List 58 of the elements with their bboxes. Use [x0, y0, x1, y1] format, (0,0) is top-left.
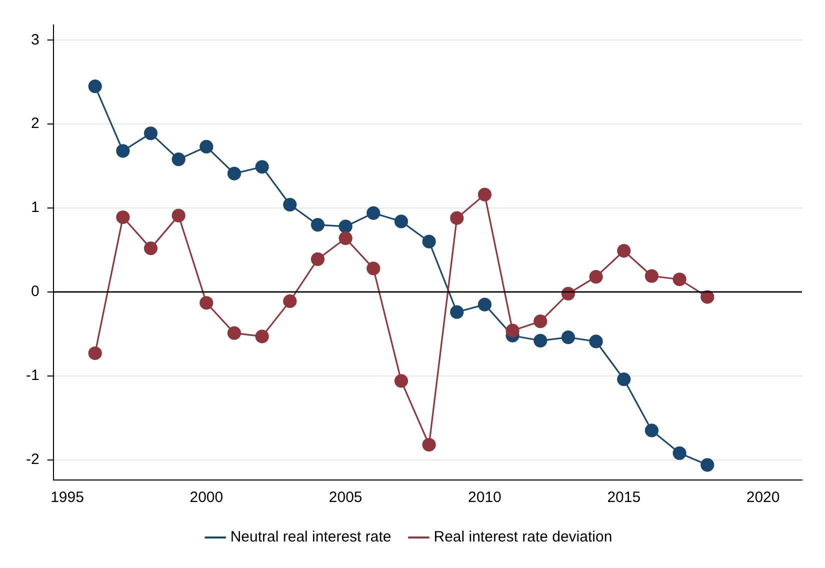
point	[422, 234, 436, 248]
x-tick-label: 2005	[328, 489, 362, 506]
point	[534, 314, 548, 328]
point	[310, 252, 325, 266]
point	[394, 214, 408, 228]
point	[617, 372, 631, 386]
point	[478, 188, 492, 202]
point	[561, 330, 576, 344]
point	[506, 324, 520, 338]
point	[617, 244, 631, 258]
point	[310, 218, 325, 232]
point	[338, 220, 352, 234]
y-tick-label: -1	[26, 367, 40, 384]
point	[227, 166, 242, 180]
point	[255, 330, 269, 344]
x-tick-label: 2015	[607, 489, 641, 506]
y-tick-label: 3	[30, 31, 40, 48]
legend-label: Neutral real interest rate	[230, 528, 392, 546]
point	[366, 206, 380, 220]
point	[672, 446, 686, 460]
point	[589, 334, 603, 348]
x-tick-label: 1995	[50, 489, 84, 506]
point	[450, 305, 464, 319]
point	[283, 198, 297, 212]
y-tick-label: 2	[30, 115, 40, 132]
point	[589, 270, 603, 284]
y-tick-label: 0	[30, 283, 40, 300]
point	[200, 296, 214, 310]
point	[283, 294, 297, 308]
point	[700, 458, 714, 472]
point	[144, 126, 158, 140]
y-tick-label: -2	[26, 450, 40, 468]
point	[366, 262, 380, 276]
point	[534, 334, 548, 348]
legend-label: Real interest rate deviation	[434, 528, 612, 546]
point	[478, 298, 492, 312]
x-tick-label: 2010	[468, 489, 502, 506]
point	[450, 211, 464, 225]
point	[255, 160, 269, 174]
point	[116, 144, 130, 158]
y-tick-label: 1	[30, 199, 40, 216]
point	[644, 269, 659, 283]
point	[116, 210, 130, 224]
x-tick-label: 2000	[190, 489, 224, 506]
point	[172, 208, 186, 222]
point	[644, 424, 659, 438]
point	[700, 290, 714, 304]
point	[88, 79, 102, 94]
point	[394, 374, 408, 388]
point	[172, 152, 186, 166]
x-tick-label: 2020	[746, 489, 780, 506]
point	[200, 140, 214, 154]
point	[422, 438, 436, 452]
point	[88, 346, 102, 360]
point	[672, 272, 686, 286]
point	[338, 231, 352, 246]
point	[144, 242, 158, 256]
point	[227, 326, 242, 340]
